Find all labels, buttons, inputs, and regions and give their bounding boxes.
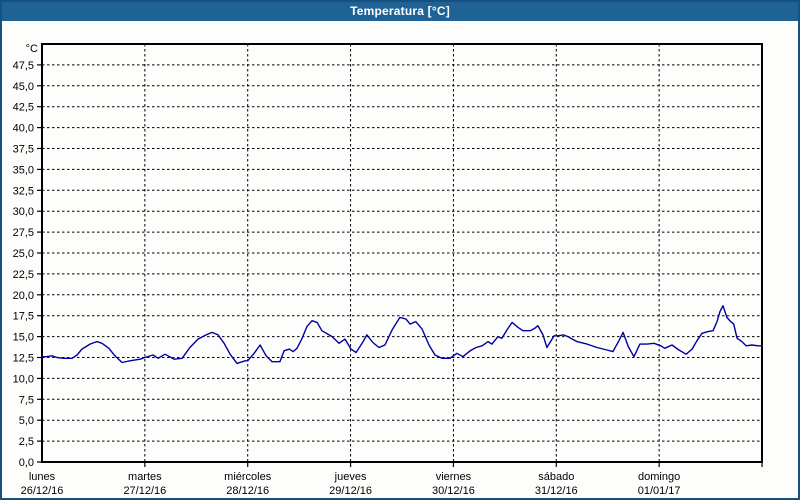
y-tick-label: 20,0 [13,290,34,302]
day-name-label: martes [128,471,162,483]
y-tick-label: 15,0 [13,332,34,344]
y-tick-label: 47,5 [13,60,34,72]
y-tick-label: 42,5 [13,102,34,114]
y-tick-label: 5,0 [19,415,34,427]
day-name-label: viernes [436,471,472,483]
y-tick-label: 10,0 [13,373,34,385]
day-date-label: 31/12/16 [535,485,578,497]
y-tick-label: 2,5 [19,436,34,448]
day-name-label: miércoles [224,471,272,483]
day-date-label: 01/01/17 [638,485,681,497]
y-tick-label: 40,0 [13,123,34,135]
y-tick-label: 17,5 [13,311,34,323]
y-tick-label: 12,5 [13,353,34,365]
day-name-label: jueves [334,471,367,483]
y-tick-label: 45,0 [13,81,34,93]
plot-border [41,43,763,463]
day-name-label: domingo [638,471,680,483]
y-tick-label: 37,5 [13,144,34,156]
day-date-label: 30/12/16 [432,485,475,497]
y-tick-label: 32,5 [13,185,34,197]
y-axis-unit-label: °C [26,43,38,55]
window-title: Temperatura [°C] [350,4,450,18]
y-tick-label: 0,0 [19,457,34,469]
y-tick-label: 25,0 [13,248,34,260]
day-name-label: lunes [29,471,56,483]
y-tick-label: 7,5 [19,394,34,406]
titlebar: Temperatura [°C] [2,2,798,21]
day-date-label: 29/12/16 [329,485,372,497]
y-tick-label: 30,0 [13,206,34,218]
day-date-label: 27/12/16 [123,485,166,497]
temperature-series-line [41,305,763,365]
y-tick-label: 27,5 [13,227,34,239]
day-date-label: 26/12/16 [21,485,64,497]
y-tick-label: 35,0 [13,164,34,176]
day-date-label: 28/12/16 [226,485,269,497]
y-tick-label: 22,5 [13,269,34,281]
day-name-label: sábado [538,471,574,483]
